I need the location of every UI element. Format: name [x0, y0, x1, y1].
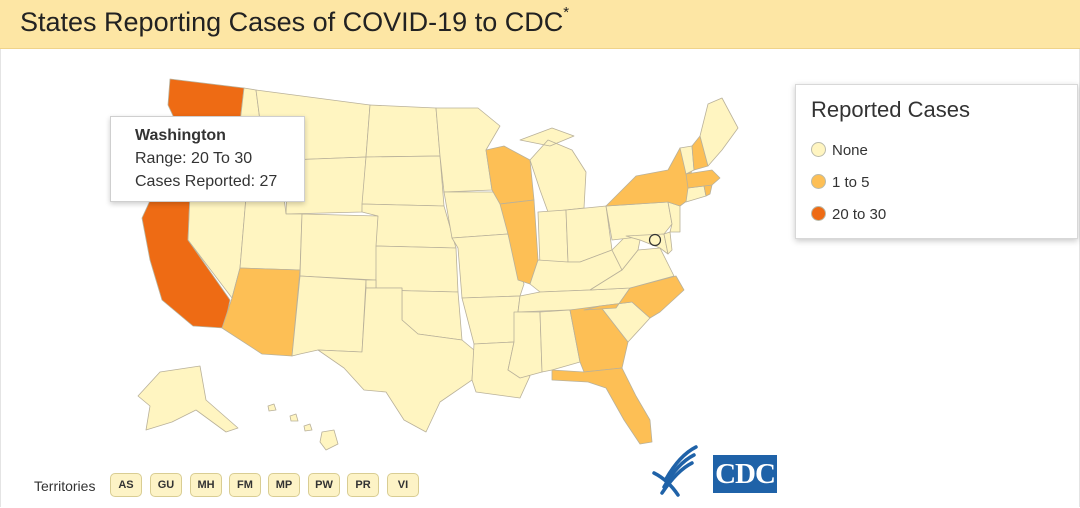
- state-texas[interactable]: [317, 287, 475, 433]
- state-michigan[interactable]: [519, 127, 587, 213]
- legend-item-1-to-5: 1 to 5: [811, 174, 870, 192]
- tooltip-state-name: Washington: [135, 127, 226, 144]
- state-kansas[interactable]: [375, 245, 459, 293]
- territory-button-pr[interactable]: PR: [347, 473, 379, 497]
- legend-swatch: [811, 174, 826, 189]
- legend-swatch: [811, 142, 826, 157]
- state-alabama[interactable]: [539, 309, 581, 373]
- page-title-text: States Reporting Cases of COVID-19 to CD…: [20, 7, 564, 37]
- state-colorado[interactable]: [299, 213, 379, 281]
- legend-label: None: [832, 142, 868, 159]
- territory-button-mp[interactable]: MP: [268, 473, 300, 497]
- footnote-mark: *: [563, 4, 570, 21]
- state-maine[interactable]: [699, 97, 739, 167]
- hhs-eagle-icon: [652, 445, 698, 497]
- dc-marker[interactable]: [648, 233, 662, 247]
- tooltip-range: Range: 20 To 30: [135, 150, 253, 167]
- legend-swatch: [811, 206, 826, 221]
- state-new-york[interactable]: [605, 147, 695, 207]
- territory-button-as[interactable]: AS: [110, 473, 142, 497]
- state-delaware[interactable]: [663, 231, 673, 255]
- state-new-mexico[interactable]: [291, 275, 367, 357]
- page-title: States Reporting Cases of COVID-19 to CD…: [20, 4, 570, 38]
- legend: Reported Cases None 1 to 5 20 to 30: [795, 84, 1078, 239]
- state-indiana[interactable]: [537, 209, 569, 267]
- state-alaska[interactable]: [137, 365, 239, 433]
- state-tooltip: Washington Range: 20 To 30 Cases Reporte…: [110, 116, 305, 202]
- state-massachusetts[interactable]: [685, 169, 721, 189]
- territory-button-gu[interactable]: GU: [150, 473, 182, 497]
- legend-label: 20 to 30: [832, 206, 887, 223]
- territory-button-pw[interactable]: PW: [308, 473, 340, 497]
- state-south-dakota[interactable]: [361, 155, 445, 207]
- territory-button-mh[interactable]: MH: [190, 473, 222, 497]
- legend-title: Reported Cases: [811, 97, 970, 122]
- state-connecticut[interactable]: [685, 185, 707, 203]
- territory-button-vi[interactable]: VI: [387, 473, 419, 497]
- legend-label: 1 to 5: [832, 174, 870, 191]
- cdc-logo: CDC: [713, 455, 777, 493]
- state-hawaii[interactable]: [267, 403, 339, 451]
- state-florida[interactable]: [551, 367, 653, 445]
- title-bar: States Reporting Cases of COVID-19 to CD…: [0, 0, 1080, 49]
- state-north-dakota[interactable]: [365, 104, 441, 158]
- tooltip-cases: Cases Reported: 27: [135, 173, 278, 190]
- territory-button-fm[interactable]: FM: [229, 473, 261, 497]
- state-arizona[interactable]: [221, 267, 301, 357]
- legend-item-20-to-30: 20 to 30: [811, 206, 886, 224]
- legend-item-none: None: [811, 142, 868, 160]
- territories-label: Territories: [34, 478, 96, 494]
- state-arkansas[interactable]: [461, 295, 521, 345]
